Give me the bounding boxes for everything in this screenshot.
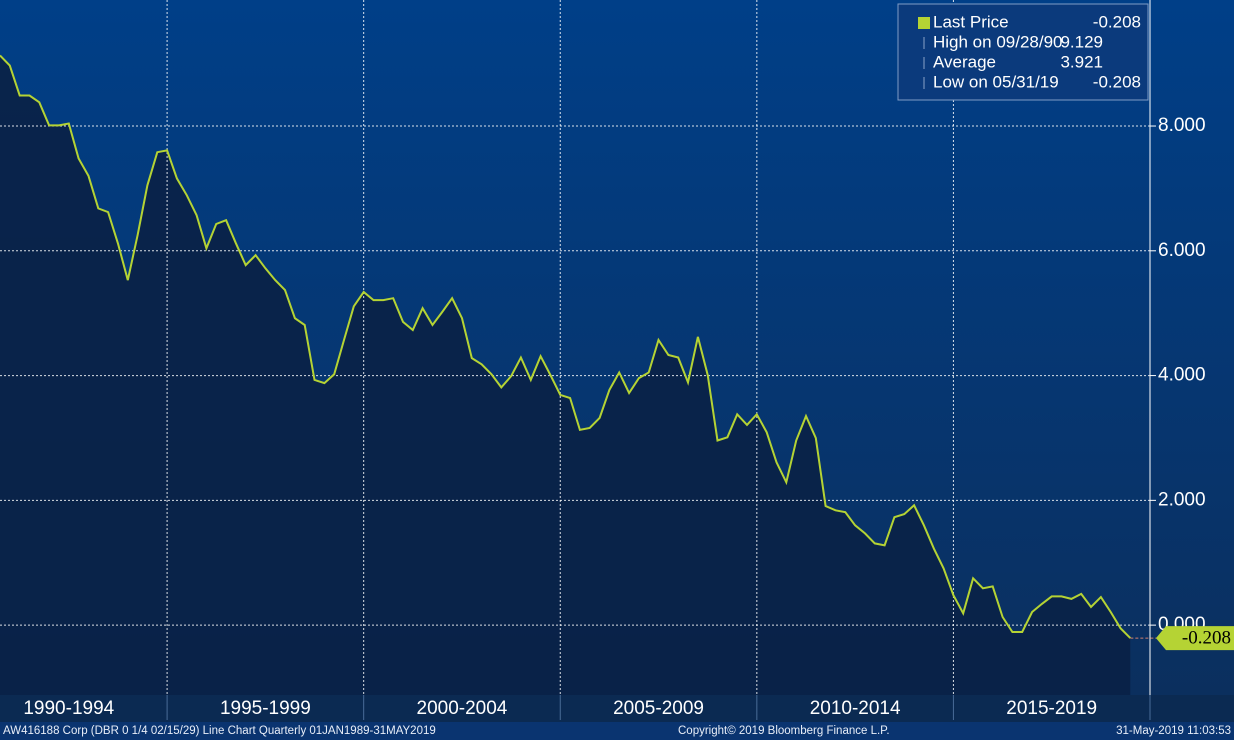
legend-name: High on 09/28/90 — [933, 32, 1063, 51]
legend-swatch — [918, 17, 930, 29]
price-line — [0, 54, 1132, 639]
last-price-label: -0.208 — [1182, 627, 1231, 648]
y-tick-label: 8.000 — [1158, 115, 1206, 136]
legend-value: 3.921 — [1060, 52, 1103, 71]
y-tick-label: 6.000 — [1158, 240, 1206, 261]
x-tick-label: 2010-2014 — [810, 698, 901, 719]
x-tick-label: 1995-1999 — [220, 698, 311, 719]
x-tick-label: 1990-1994 — [23, 698, 114, 719]
legend-value: -0.208 — [1093, 12, 1141, 31]
x-axis-strip — [0, 695, 1234, 722]
legend-name: Average — [933, 52, 996, 71]
footer-timestamp: 31-May-2019 11:03:53 — [1116, 725, 1231, 737]
y-tick-label: 4.000 — [1158, 365, 1206, 386]
x-tick-label: 2000-2004 — [417, 698, 508, 719]
area-fill — [0, 55, 1131, 695]
x-tick-label: 2005-2009 — [613, 698, 704, 719]
legend-value: 9.129 — [1060, 32, 1103, 51]
footer-copyright: Copyright© 2019 Bloomberg Finance L.P. — [678, 725, 890, 737]
x-tick-label: 2015-2019 — [1006, 698, 1097, 719]
footer-strip — [0, 722, 1234, 740]
legend: Last Price -0.208 High on 09/28/909.129 Ave… — [897, 3, 1149, 101]
y-tick-label: 2.000 — [1158, 489, 1206, 510]
legend-box — [897, 3, 1149, 101]
legend-name: Last Price — [933, 12, 1009, 31]
last-price-tag — [1156, 626, 1234, 651]
footer-description: AW416188 Corp (DBR 0 1/4 02/15/29) Line … — [3, 725, 436, 737]
legend-value: -0.208 — [1093, 72, 1141, 91]
legend-name: Low on 05/31/19 — [933, 72, 1059, 91]
